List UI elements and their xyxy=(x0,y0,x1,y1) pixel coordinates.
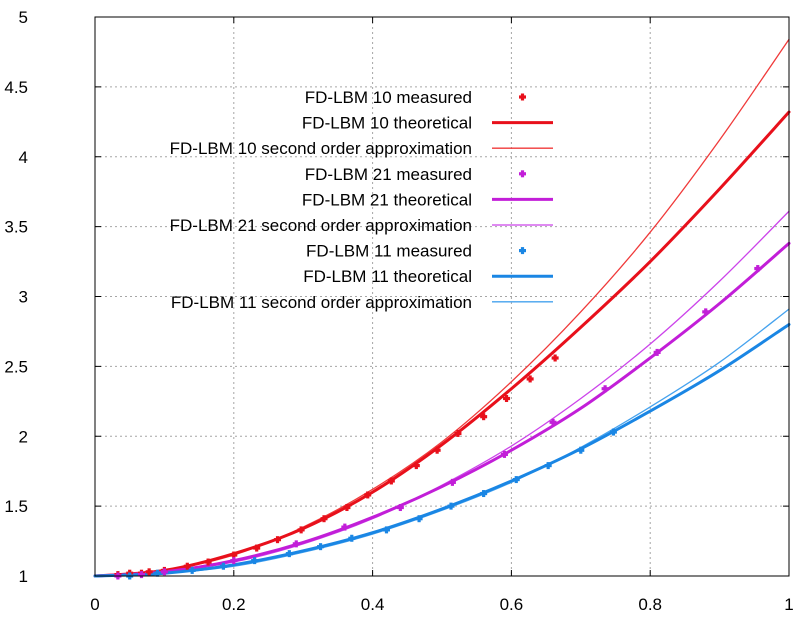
y-tick-label: 3 xyxy=(19,288,28,307)
legend-entry-label: FD-LBM 11 measured xyxy=(306,242,472,261)
data-point xyxy=(415,515,423,523)
y-tick-label: 2 xyxy=(19,427,28,446)
y-tick-label: 4.5 xyxy=(4,78,28,97)
data-point xyxy=(448,478,456,486)
data-point xyxy=(285,550,293,558)
data-point xyxy=(551,354,559,362)
series-6-points xyxy=(126,428,617,580)
data-point xyxy=(230,557,238,565)
data-point xyxy=(320,515,328,523)
data-point xyxy=(251,557,259,565)
data-point xyxy=(204,558,212,566)
x-tick-label: 1 xyxy=(784,595,793,614)
data-point xyxy=(145,568,153,576)
data-point xyxy=(500,450,508,458)
data-point xyxy=(549,418,557,426)
legend-point-sample xyxy=(519,170,526,178)
legend-entry-label: FD-LBM 10 theoretical xyxy=(302,114,472,133)
data-point xyxy=(348,534,356,542)
x-tick-label: 0.4 xyxy=(361,595,385,614)
data-point xyxy=(544,462,552,470)
data-point xyxy=(343,504,351,512)
legend-entry-label: FD-LBM 10 measured xyxy=(305,88,472,107)
data-point xyxy=(503,395,511,403)
data-point xyxy=(292,540,300,548)
data-point xyxy=(480,490,488,498)
data-point xyxy=(253,544,261,552)
data-point xyxy=(601,385,609,393)
data-point xyxy=(396,504,404,512)
y-tick-label: 1.5 xyxy=(4,497,28,516)
data-point xyxy=(480,413,488,421)
series-3-points xyxy=(114,265,762,580)
legend-entry-label: FD-LBM 11 theoretical xyxy=(303,267,472,286)
x-tick-label: 0.6 xyxy=(500,595,524,614)
series-5-line xyxy=(94,210,790,577)
data-point xyxy=(341,523,349,531)
data-point xyxy=(609,428,617,436)
data-point xyxy=(382,526,390,534)
data-point xyxy=(433,446,441,454)
x-tick-label: 0.2 xyxy=(222,595,246,614)
legend-point-sample xyxy=(519,93,526,101)
legend-entry-label: FD-LBM 21 theoretical xyxy=(302,190,472,209)
data-point xyxy=(183,562,191,570)
y-tick-label: 1 xyxy=(19,567,28,586)
x-tick-label: 0 xyxy=(90,595,99,614)
series-layer xyxy=(93,38,791,580)
data-point xyxy=(454,429,462,437)
legend-entry-label: FD-LBM 21 second order approximation xyxy=(170,216,472,235)
data-point xyxy=(297,526,305,534)
legend-entry-label: FD-LBM 11 second order approximation xyxy=(171,293,472,312)
data-point xyxy=(317,543,325,551)
data-point xyxy=(526,375,534,383)
data-point xyxy=(702,308,710,316)
series-7-line xyxy=(93,322,791,578)
y-tick-label: 2.5 xyxy=(4,357,28,376)
data-point xyxy=(160,568,168,576)
data-point xyxy=(387,477,395,485)
data-point xyxy=(188,566,196,574)
data-point xyxy=(219,562,227,570)
data-point xyxy=(653,348,661,356)
y-tick-label: 5 xyxy=(19,8,28,27)
data-point xyxy=(412,462,420,470)
axis-ticks: 0 0.2 0.4 0.6 0.8 1 1 1.5 2 2.5 3 3.5 4 4.5 5 xyxy=(4,8,793,614)
data-point xyxy=(137,571,145,579)
legend-point-sample xyxy=(519,247,526,255)
y-tick-label: 3.5 xyxy=(4,218,28,237)
data-point xyxy=(364,491,372,499)
data-point xyxy=(754,265,762,273)
y-tick-label: 4 xyxy=(19,148,28,167)
x-tick-label: 0.8 xyxy=(638,595,662,614)
data-point xyxy=(274,536,282,544)
legend-entry-label: FD-LBM 21 measured xyxy=(305,165,472,184)
legend-entry-label: FD-LBM 10 second order approximation xyxy=(170,139,472,158)
data-point xyxy=(447,502,455,510)
data-point xyxy=(577,446,585,454)
data-point xyxy=(512,476,520,484)
legend: FD-LBM 10 measured FD-LBM 10 theoretical F… xyxy=(170,88,553,312)
